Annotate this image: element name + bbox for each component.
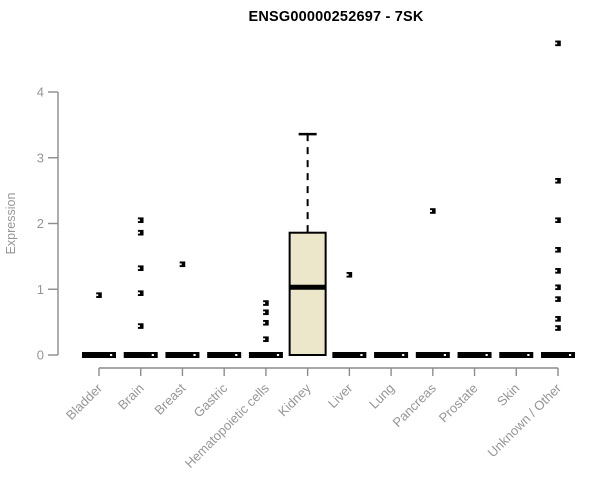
- outlier-point: [555, 247, 561, 253]
- collapsed-box: [540, 352, 575, 358]
- y-tick-label: 0: [37, 348, 44, 363]
- x-category-label: Liver: [325, 380, 356, 411]
- collapsed-box: [499, 352, 534, 358]
- y-tick-label: 4: [37, 85, 44, 100]
- x-category-label: Brain: [115, 381, 147, 413]
- outlier-point-notch: [263, 302, 266, 304]
- outlier-point: [430, 208, 436, 214]
- collapsed-box: [207, 352, 242, 358]
- collapsed-box: [123, 352, 158, 358]
- outlier-point: [555, 284, 561, 291]
- outlier-point: [555, 217, 561, 224]
- y-tick-label: 2: [37, 216, 44, 231]
- x-category-label: Pancreas: [389, 380, 439, 430]
- outlier-point: [137, 290, 144, 296]
- collapsed-box-notch: [276, 354, 280, 356]
- outlier-point: [263, 336, 269, 343]
- outlier-point-notch: [263, 338, 266, 341]
- outlier-point: [346, 271, 353, 278]
- outlier-point-notch: [137, 325, 140, 327]
- collapsed-box-notch: [235, 354, 238, 356]
- collapsed-box-notch: [443, 354, 447, 356]
- outlier-point-notch: [96, 294, 99, 297]
- collapsed-box: [374, 352, 409, 358]
- collapsed-box: [165, 352, 200, 358]
- outlier-point: [555, 316, 561, 322]
- x-category-label: Breast: [151, 380, 188, 417]
- y-axis-title: Expression: [4, 193, 18, 255]
- outlier-point-notch: [555, 327, 558, 329]
- outlier-point-notch: [263, 311, 266, 314]
- collapsed-box-notch: [360, 354, 363, 356]
- outlier-point: [555, 40, 561, 47]
- outlier-point: [555, 296, 561, 302]
- outlier-point: [555, 325, 561, 331]
- outlier-point-notch: [555, 298, 558, 301]
- collapsed-box-notch: [568, 354, 572, 356]
- outlier-point-notch: [555, 286, 558, 289]
- outlier-point-notch: [137, 292, 140, 295]
- chart-title: ENSG00000252697 - 7SK: [248, 9, 424, 25]
- x-category-label: Lung: [366, 381, 397, 412]
- y-tick-label: 3: [37, 150, 44, 165]
- outlier-point: [137, 265, 144, 272]
- collapsed-box-notch: [485, 354, 488, 356]
- outlier-point: [137, 229, 144, 236]
- y-tick-label: 1: [37, 282, 44, 297]
- collapsed-box: [332, 352, 367, 358]
- outlier-point: [263, 319, 269, 326]
- outlier-point: [555, 268, 561, 274]
- collapsed-box-notch: [110, 354, 113, 356]
- x-category-label: Bladder: [63, 380, 106, 423]
- collapsed-box-notch: [193, 354, 196, 356]
- x-category-label: Skin: [494, 381, 522, 409]
- outlier-point-notch: [430, 210, 433, 212]
- outlier-point-notch: [137, 231, 140, 234]
- outlier-point-notch: [555, 42, 558, 45]
- outlier-point-notch: [555, 248, 558, 251]
- outlier-point: [179, 261, 186, 268]
- x-category-label: Gastric: [191, 380, 231, 420]
- outlier-point-notch: [555, 179, 558, 182]
- collapsed-box: [457, 352, 492, 358]
- x-category-label: Unknown / Other: [485, 380, 565, 460]
- collapsed-box: [82, 352, 116, 358]
- collapsed-box: [415, 352, 450, 358]
- outlier-point-notch: [137, 219, 140, 222]
- collapsed-box: [248, 352, 283, 358]
- collapsed-box-notch: [402, 354, 405, 356]
- outlier-point: [137, 217, 144, 224]
- outlier-point: [263, 309, 269, 316]
- collapsed-box-notch: [527, 354, 530, 356]
- outlier-point: [137, 323, 144, 329]
- outlier-point: [263, 300, 269, 306]
- outlier-point: [96, 292, 102, 298]
- x-category-label: Kidney: [275, 380, 314, 419]
- outlier-point-notch: [555, 317, 558, 320]
- outlier-point-notch: [263, 321, 266, 324]
- outlier-point-notch: [137, 267, 140, 270]
- outlier-point-notch: [555, 269, 558, 272]
- collapsed-box-notch: [151, 354, 154, 356]
- outlier-point: [555, 177, 561, 184]
- x-category-label: Prostate: [436, 381, 481, 426]
- box: [288, 231, 327, 356]
- outlier-point-notch: [555, 219, 558, 222]
- outlier-point-notch: [179, 263, 182, 266]
- outlier-point-notch: [346, 273, 349, 276]
